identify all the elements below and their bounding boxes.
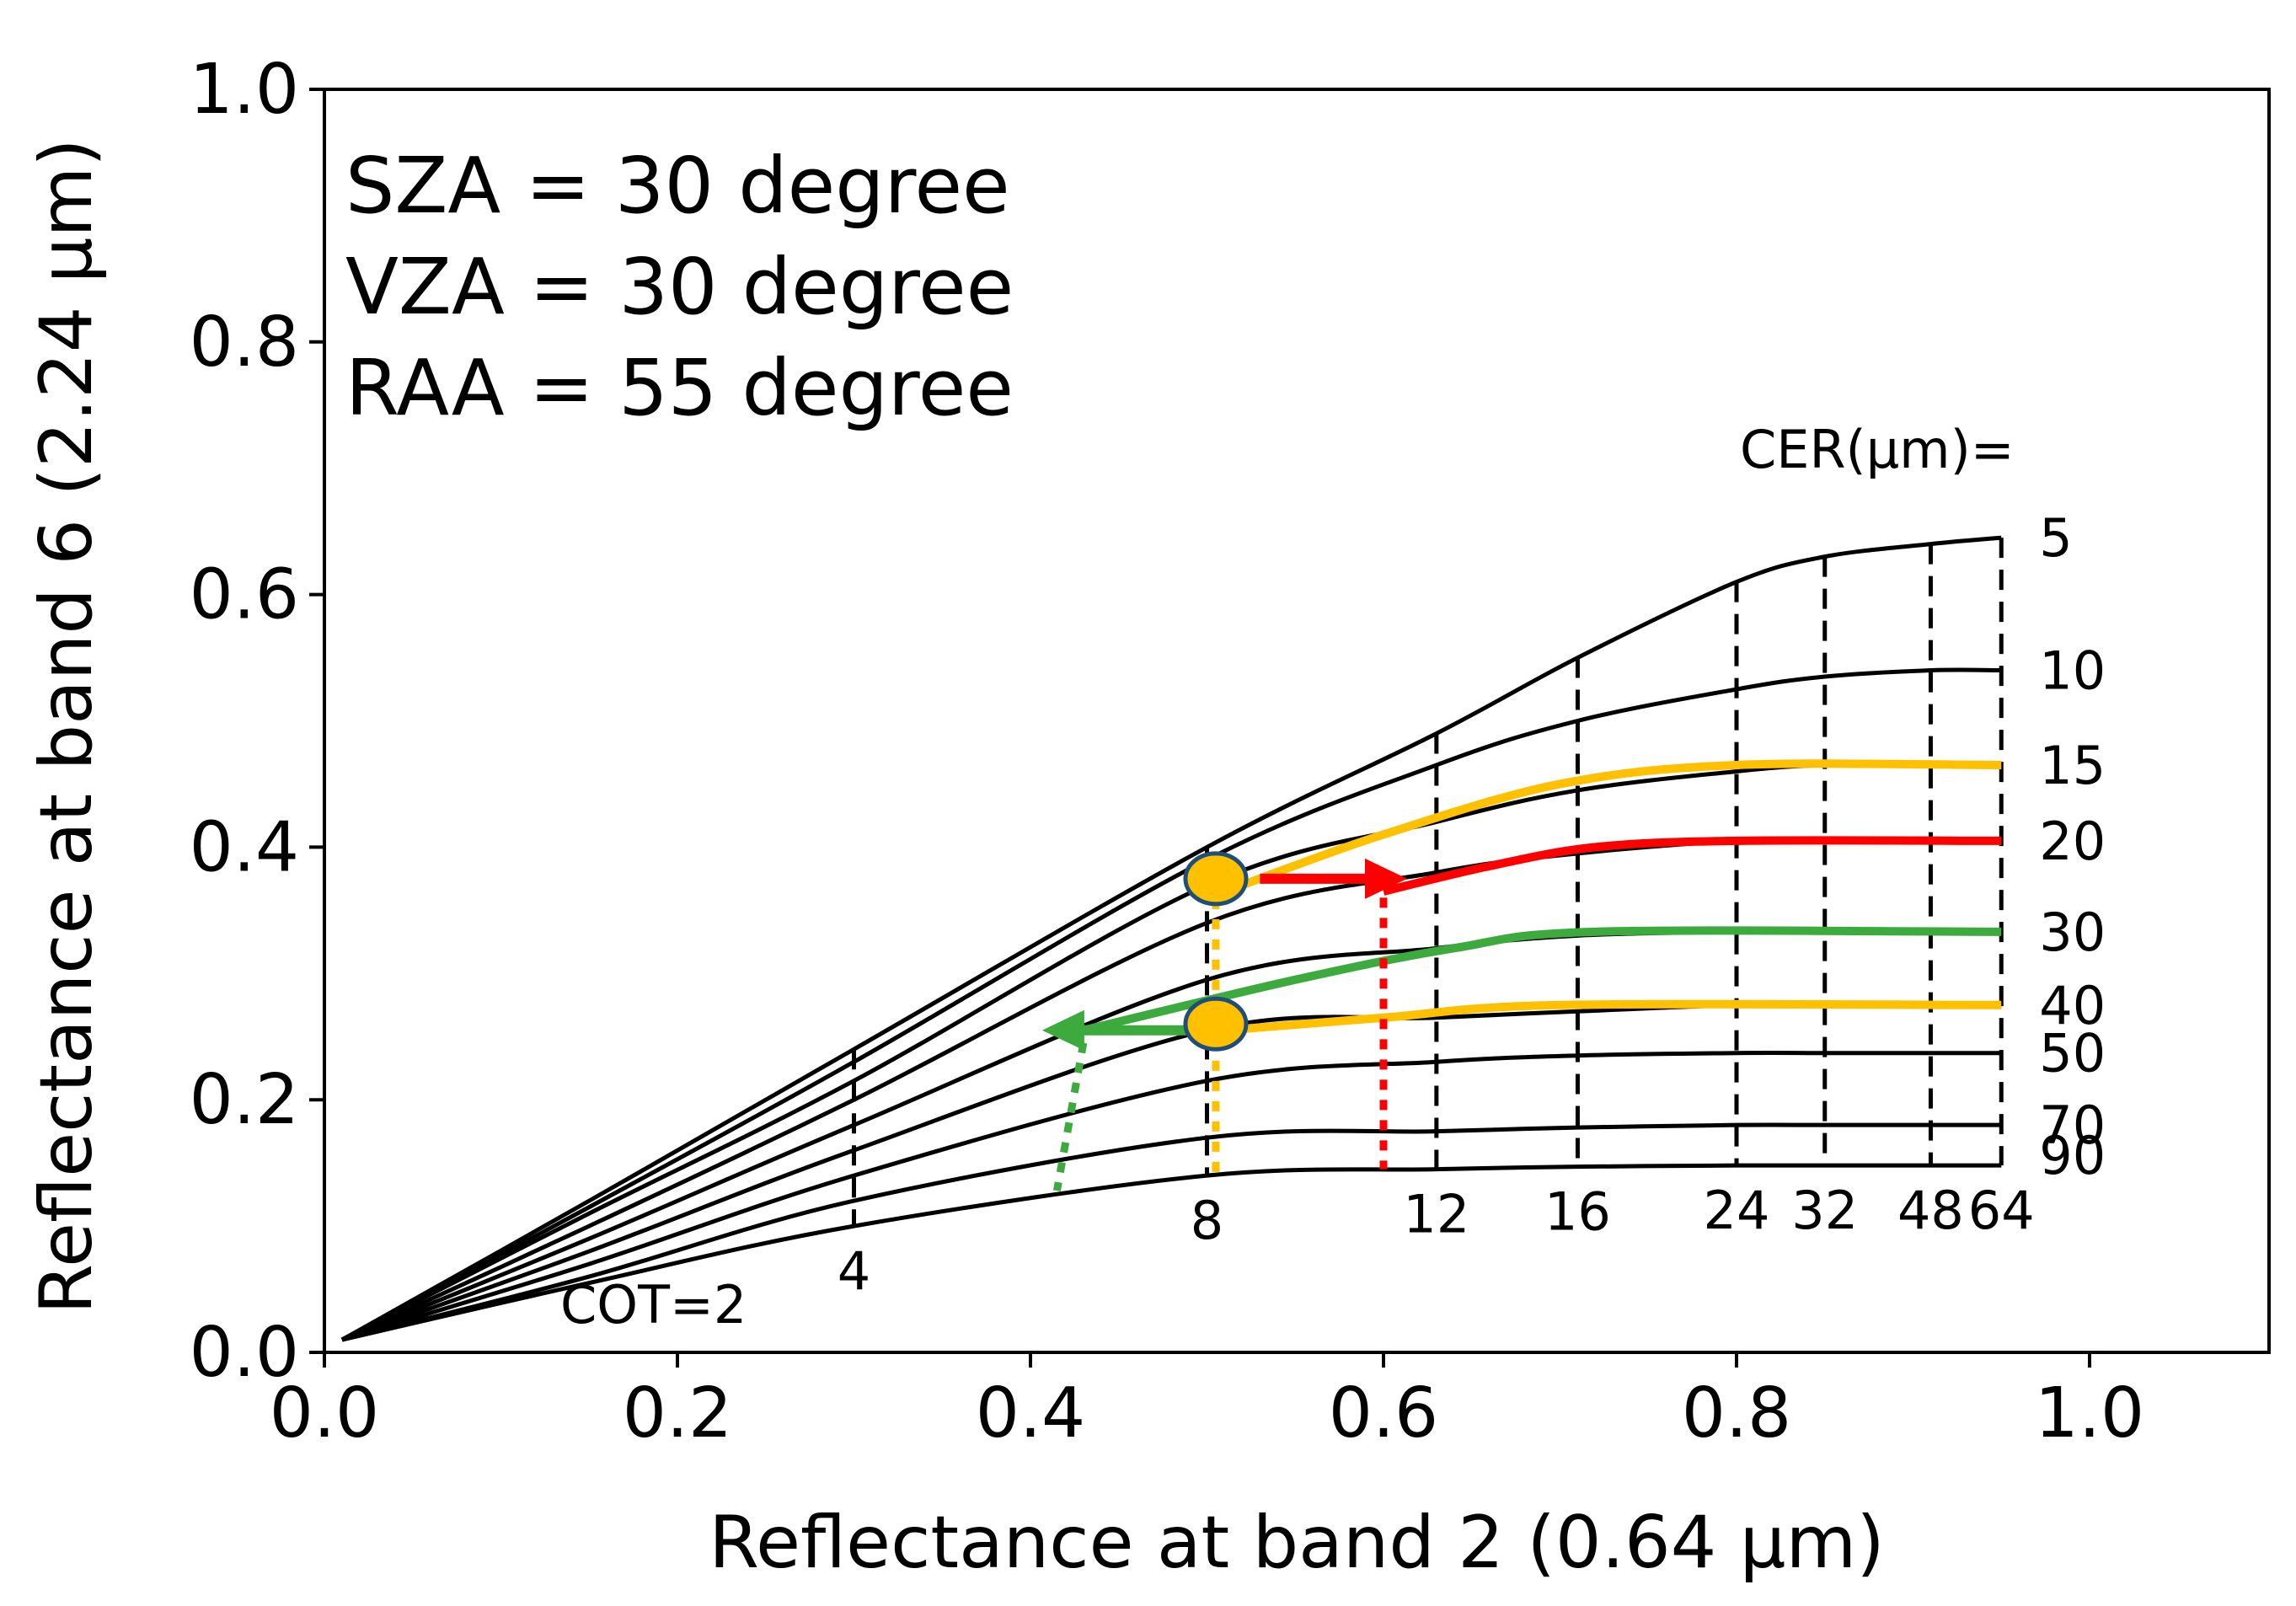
cot-label-24: 24: [1704, 1180, 1770, 1241]
x-tick-label: 0.8: [1682, 1373, 1791, 1453]
y-tick-label: 0.2: [190, 1060, 299, 1140]
cot-label-16: 16: [1544, 1181, 1611, 1243]
y-tick-label: 0.6: [190, 555, 299, 635]
annotation-raa: RAA = 55 degree: [345, 343, 1014, 433]
cer-curve-70: [341, 1122, 2002, 1342]
x-tick-label: 1.0: [2035, 1373, 2144, 1453]
x-tick-label: 0.4: [976, 1373, 1085, 1453]
y-axis-title: Reflectance at band 6 (2.24 μm): [24, 138, 109, 1314]
cer-label-5: 5: [2039, 507, 2072, 569]
green-arrow-head: [1041, 1009, 1084, 1051]
cer-header: CER(μm)=: [1740, 419, 2015, 480]
cer-label-50: 50: [2039, 1023, 2106, 1084]
cot-label-4: 4: [838, 1240, 870, 1302]
cer-label-10: 10: [2039, 640, 2106, 702]
x-tick-label: 0.2: [623, 1373, 732, 1453]
cer-label-90: 90: [2039, 1125, 2106, 1186]
cot-label-64: 64: [1968, 1180, 2035, 1241]
highlight-red-curve: [1382, 836, 2002, 896]
retrieval-marker-1: [1183, 851, 1249, 907]
x-tick-label: 0.0: [270, 1373, 379, 1453]
cer-label-40: 40: [2039, 975, 2106, 1036]
x-axis-title: Reflectance at band 2 (0.64 μm): [709, 1501, 1885, 1585]
y-tick-label: 0.8: [190, 302, 299, 383]
y-tick-label: 1.0: [190, 50, 299, 130]
x-tick-label: 0.6: [1329, 1373, 1438, 1453]
y-tick-label: 0.0: [190, 1313, 299, 1393]
plot-area: 0.0 0.2 0.4 0.6 0.8 1.0 0.0 0.2 0.4 0.6 0.8 1.0 5 10 1…: [190, 50, 2271, 1453]
retrieval-marker-2: [1183, 996, 1249, 1052]
cot-label-32: 32: [1791, 1180, 1858, 1241]
highlight-orange-lower: [1224, 999, 2002, 1035]
cot-prefix-label: COT=2: [560, 1274, 747, 1336]
cer-label-70: 70: [2039, 1095, 2106, 1156]
annotation-vza: VZA = 30 degree: [345, 242, 1014, 332]
plot-frame: [323, 88, 2271, 1354]
cer-curve-90: [341, 1163, 2002, 1342]
highlight-green-curve: [1082, 926, 2002, 1035]
y-tick-label: 0.4: [190, 807, 299, 887]
cer-label-30: 30: [2039, 902, 2106, 963]
cot-label-8: 8: [1191, 1190, 1223, 1251]
cer-label-20: 20: [2039, 811, 2106, 872]
cot-label-48: 48: [1897, 1180, 1964, 1241]
cer-curve-10: [340, 667, 2002, 1342]
annotation-sza: SZA = 30 degree: [345, 141, 1010, 231]
cot-label-12: 12: [1403, 1184, 1469, 1245]
dotted-green-vertical: [1052, 1041, 1088, 1191]
cer-label-15: 15: [2039, 735, 2106, 796]
red-arrow-head: [1365, 858, 1407, 899]
highlight-orange-upper: [1240, 759, 2002, 890]
